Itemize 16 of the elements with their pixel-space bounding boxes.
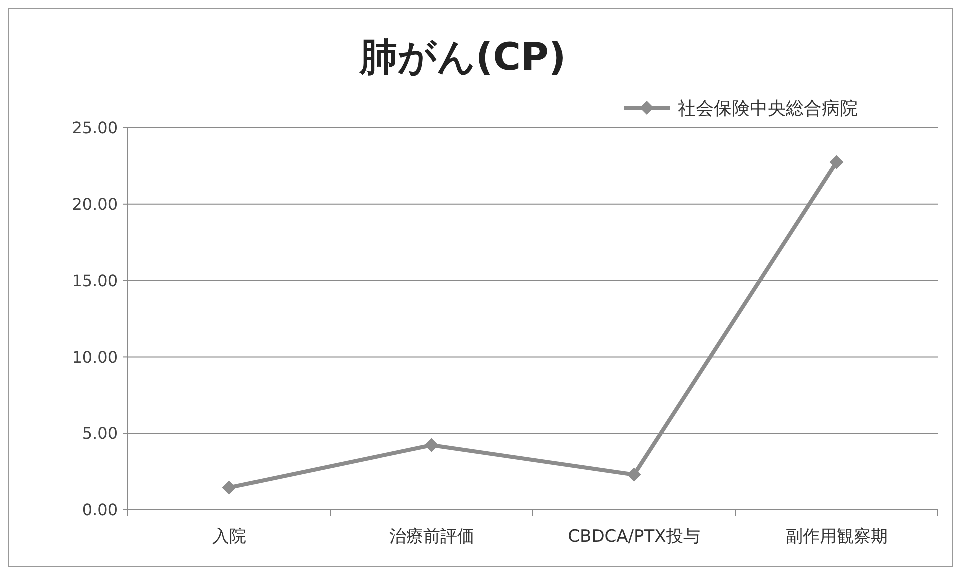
x-tick-label: CBDCA/PTX投与 — [568, 527, 700, 547]
x-tick-label: 治療前評価 — [389, 527, 474, 547]
point — [627, 468, 642, 482]
y-tick-label: 20.00 — [72, 195, 118, 214]
legend-label: 社会保険中央総合病院 — [678, 98, 858, 120]
point — [830, 155, 844, 170]
x-tick-label: 副作用観察期 — [786, 527, 888, 547]
y-tick-label: 0.00 — [82, 500, 118, 520]
y-tick-label: 10.00 — [72, 348, 118, 367]
y-tick-label: 5.00 — [82, 424, 118, 444]
x-tick-label: 入院 — [212, 527, 246, 547]
y-tick-label: 25.00 — [72, 118, 118, 138]
point — [222, 480, 236, 495]
y-tick-label: 15.00 — [72, 271, 118, 290]
chart-title: 肺がん(CP) — [358, 35, 566, 79]
point — [424, 438, 439, 452]
